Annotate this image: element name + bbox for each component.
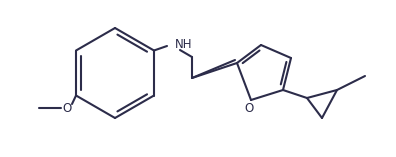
Text: O: O xyxy=(63,101,72,114)
Text: NH: NH xyxy=(175,38,192,51)
Text: O: O xyxy=(244,101,253,114)
